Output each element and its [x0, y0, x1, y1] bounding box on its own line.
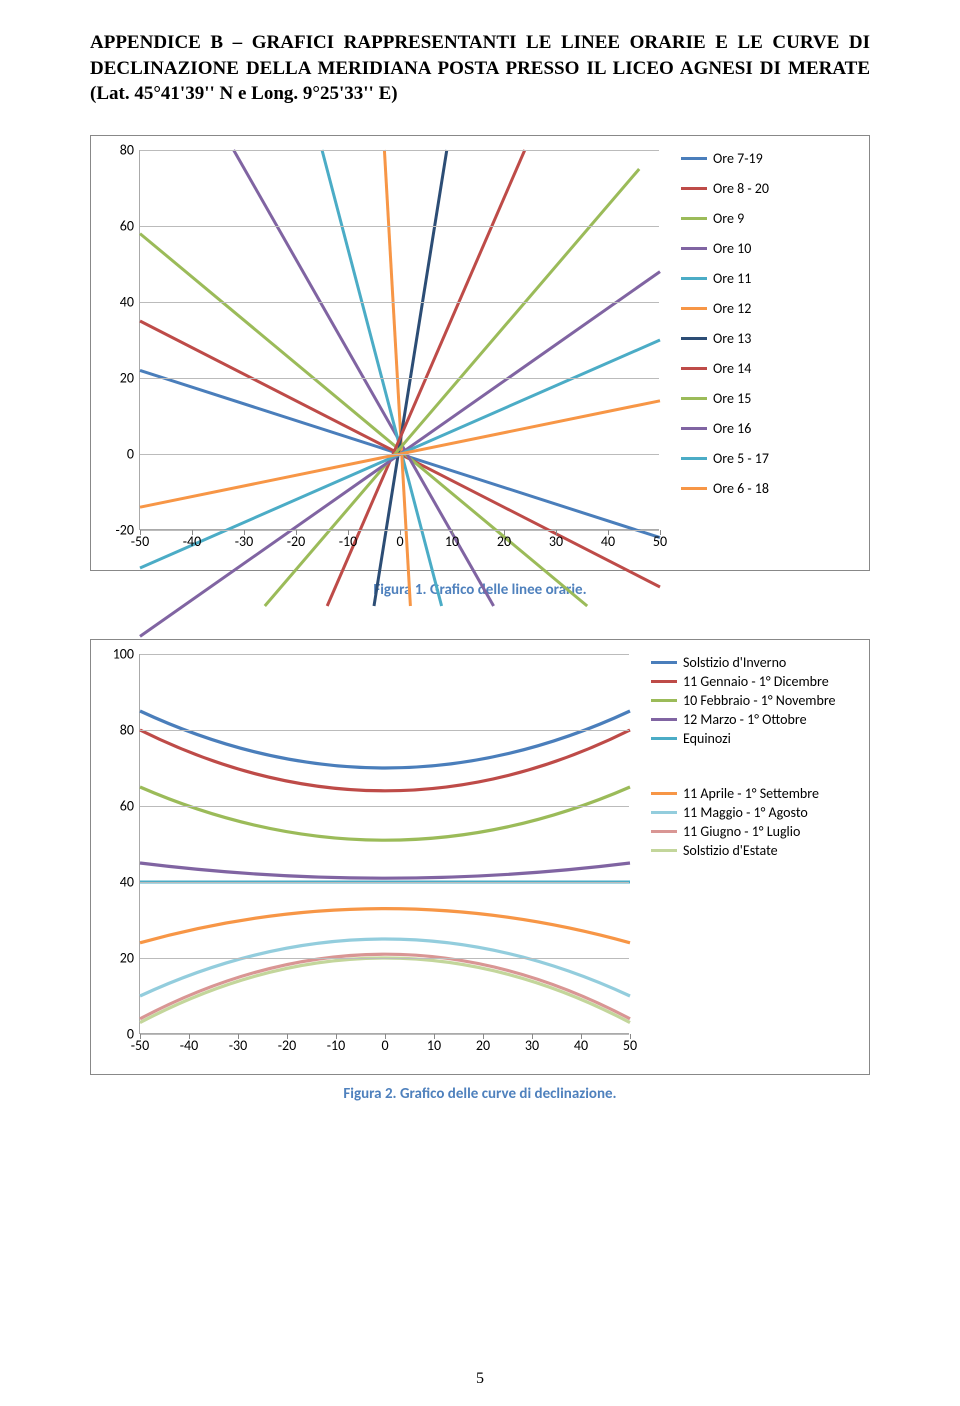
chart2-box: 020406080100-50-40-30-20-1001020304050 S… — [90, 639, 870, 1075]
legend-item: 11 Gennaio - 1° Dicembre — [651, 673, 843, 690]
legend-item: Ore 16 — [681, 420, 769, 437]
legend-item: Ore 12 — [681, 300, 769, 317]
legend-item: Ore 13 — [681, 330, 769, 347]
legend-item: 10 Febbraio - 1° Novembre — [651, 692, 843, 709]
legend-item: 11 Maggio - 1° Agosto — [651, 804, 843, 821]
legend-item: 11 Giugno - 1° Luglio — [651, 823, 843, 840]
legend-item: Ore 10 — [681, 240, 769, 257]
legend-item: Ore 11 — [681, 270, 769, 287]
legend-item: Ore 15 — [681, 390, 769, 407]
legend-item: Ore 14 — [681, 360, 769, 377]
legend-item: Ore 9 — [681, 210, 769, 227]
chart1-legend: Ore 7-19 Ore 8 - 20 Ore 9 Ore 10 Ore 11 Ore 1… — [663, 150, 769, 510]
legend-item: Solstizio d'Inverno — [651, 654, 843, 671]
page-title: APPENDICE B – GRAFICI RAPPRESENTANTI LE … — [90, 30, 870, 107]
page-number: 5 — [476, 1370, 484, 1388]
legend-item: Equinozi — [651, 730, 843, 747]
chart1-plot: -20020406080-50-40-30-20-1001020304050 — [139, 150, 659, 530]
chart2-plot: 020406080100-50-40-30-20-1001020304050 — [139, 654, 629, 1034]
legend-item: Ore 7-19 — [681, 150, 769, 167]
legend-item: 11 Aprile - 1° Settembre — [651, 785, 843, 802]
caption2: Figura 2. Grafico delle curve di declina… — [90, 1085, 870, 1103]
chart1-box: -20020406080-50-40-30-20-1001020304050 O… — [90, 135, 870, 571]
chart2-legend: Solstizio d'Inverno 11 Gennaio - 1° Dicem… — [633, 654, 843, 861]
legend-item: Ore 6 - 18 — [681, 480, 769, 497]
legend-item: Ore 5 - 17 — [681, 450, 769, 467]
legend-item: Ore 8 - 20 — [681, 180, 769, 197]
legend-item: Solstizio d'Estate — [651, 842, 843, 859]
legend-item: 12 Marzo - 1° Ottobre — [651, 711, 843, 728]
